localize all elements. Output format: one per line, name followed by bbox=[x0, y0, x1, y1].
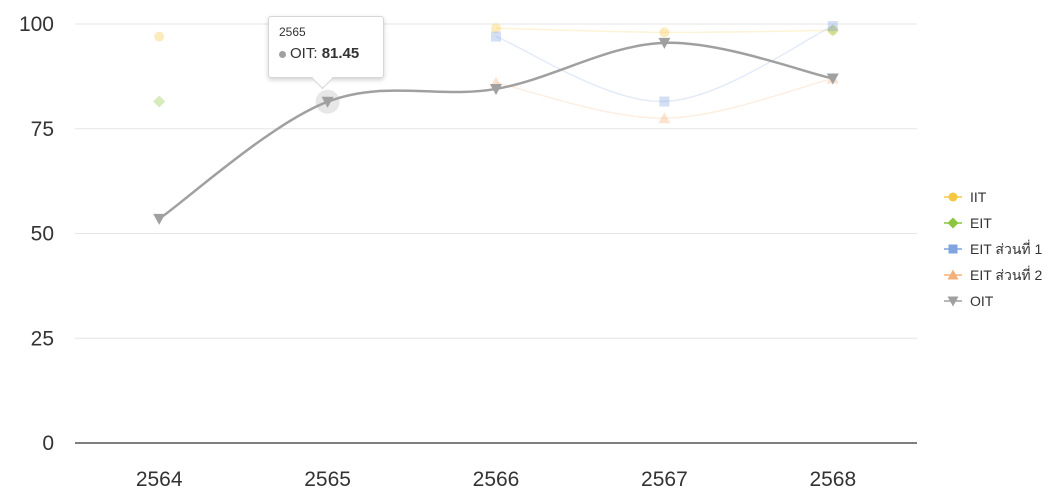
x-axis-ticks: 2564 2565 2566 2567 2568 bbox=[136, 468, 856, 491]
data-point bbox=[826, 24, 839, 37]
data-point bbox=[659, 96, 670, 107]
legend-item: IIT bbox=[944, 189, 987, 205]
grid-lines bbox=[75, 23, 917, 339]
y-tick-label: 0 bbox=[42, 432, 54, 455]
x-tick-label: 2568 bbox=[809, 468, 856, 491]
series-line bbox=[495, 25, 834, 103]
y-tick-label: 75 bbox=[31, 118, 54, 141]
data-point bbox=[659, 27, 670, 38]
series-line bbox=[495, 27, 833, 34]
series-oit bbox=[153, 37, 839, 225]
tooltip-series-label: OIT: bbox=[290, 45, 318, 62]
x-tick-label: 2564 bbox=[136, 468, 183, 491]
tooltip-value: 81.45 bbox=[321, 45, 360, 62]
data-point bbox=[827, 25, 838, 36]
legend-label: EIT bbox=[970, 215, 992, 231]
data-point bbox=[947, 217, 959, 229]
y-tick-label: 50 bbox=[31, 223, 54, 246]
data-point bbox=[321, 96, 334, 108]
series-line bbox=[158, 41, 834, 220]
data-point bbox=[153, 213, 166, 225]
data-point bbox=[827, 21, 838, 32]
series-eit bbox=[153, 24, 839, 108]
legend-label: IIT bbox=[970, 189, 987, 205]
y-axis-ticks: 0 25 50 75 100 bbox=[19, 13, 54, 455]
y-tick-label: 100 bbox=[19, 13, 54, 36]
data-point bbox=[948, 244, 958, 254]
legend: IIT EIT EIT ส่วนที่ 1 EIT ส่วนที่ 2 OIT bbox=[944, 189, 1043, 309]
legend-item: EIT ส่วนที่ 2 bbox=[944, 266, 1043, 283]
data-point bbox=[826, 73, 839, 85]
x-tick-label: 2567 bbox=[641, 468, 688, 491]
series-layer bbox=[153, 21, 839, 225]
series-iit bbox=[154, 23, 838, 42]
data-point bbox=[153, 95, 166, 108]
legend-item: EIT bbox=[944, 215, 992, 231]
data-point bbox=[491, 23, 501, 34]
x-tick-label: 2565 bbox=[304, 468, 351, 491]
legend-item: EIT ส่วนที่ 1 bbox=[944, 240, 1043, 257]
tooltip: 2565 OIT: 81.45 bbox=[268, 16, 384, 78]
y-tick-label: 25 bbox=[31, 327, 54, 350]
data-point bbox=[658, 37, 671, 49]
legend-item: OIT bbox=[944, 293, 994, 309]
tooltip-title: 2565 bbox=[279, 25, 306, 39]
tooltip-series-dot bbox=[279, 50, 286, 58]
data-point bbox=[491, 31, 501, 42]
data-point bbox=[658, 112, 671, 124]
data-point bbox=[947, 296, 959, 307]
data-point bbox=[154, 31, 165, 42]
series-line bbox=[495, 77, 833, 120]
data-point bbox=[947, 269, 959, 280]
legend-label: EIT ส่วนที่ 1 bbox=[970, 240, 1043, 257]
x-tick-label: 2566 bbox=[473, 468, 520, 491]
data-point bbox=[948, 192, 958, 202]
series-eit-ส่วนที่-1 bbox=[491, 21, 838, 107]
tooltip-row: OIT: 81.45 bbox=[279, 45, 373, 62]
legend-label: OIT bbox=[970, 293, 994, 309]
legend-label: EIT ส่วนที่ 2 bbox=[970, 266, 1043, 283]
data-point bbox=[490, 83, 502, 95]
